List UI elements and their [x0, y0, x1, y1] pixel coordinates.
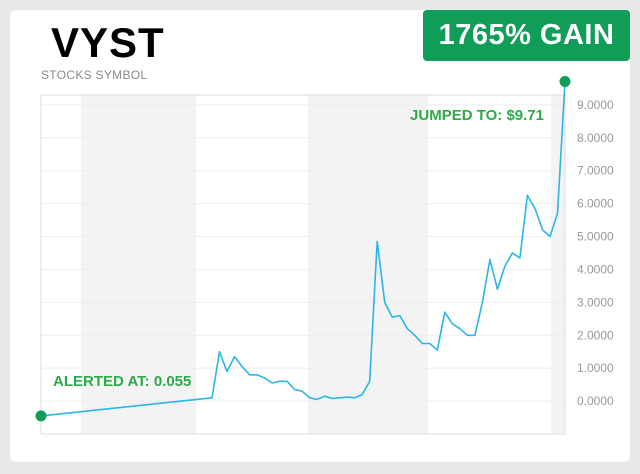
- y-tick-label: 0.0000: [577, 394, 614, 408]
- y-tick-label: 1.0000: [577, 361, 614, 375]
- y-tick-label: 3.0000: [577, 295, 614, 309]
- y-tick-label: 5.0000: [577, 230, 614, 244]
- shaded-band: [81, 95, 196, 434]
- y-tick-label: 6.0000: [577, 197, 614, 211]
- y-tick-label: 8.0000: [577, 131, 614, 145]
- start-point: [35, 410, 47, 422]
- end-point: [559, 76, 571, 88]
- y-tick-label: 2.0000: [577, 328, 614, 342]
- shaded-band: [308, 95, 428, 434]
- gain-badge: 1765% GAIN: [423, 10, 630, 61]
- plot-border: [40, 94, 566, 435]
- alert-label: ALERTED AT: 0.055: [53, 373, 191, 390]
- shaded-band: [551, 95, 565, 434]
- jumped-label: JUMPED TO: $9.71: [410, 107, 544, 124]
- stock-symbol: VYST: [51, 19, 165, 66]
- symbol-caption: STOCKS SYMBOL: [41, 68, 148, 82]
- y-tick-label: 9.0000: [577, 98, 614, 112]
- price-line: [40, 81, 566, 417]
- y-tick-label: 4.0000: [577, 262, 614, 276]
- y-tick-label: 7.0000: [577, 164, 614, 178]
